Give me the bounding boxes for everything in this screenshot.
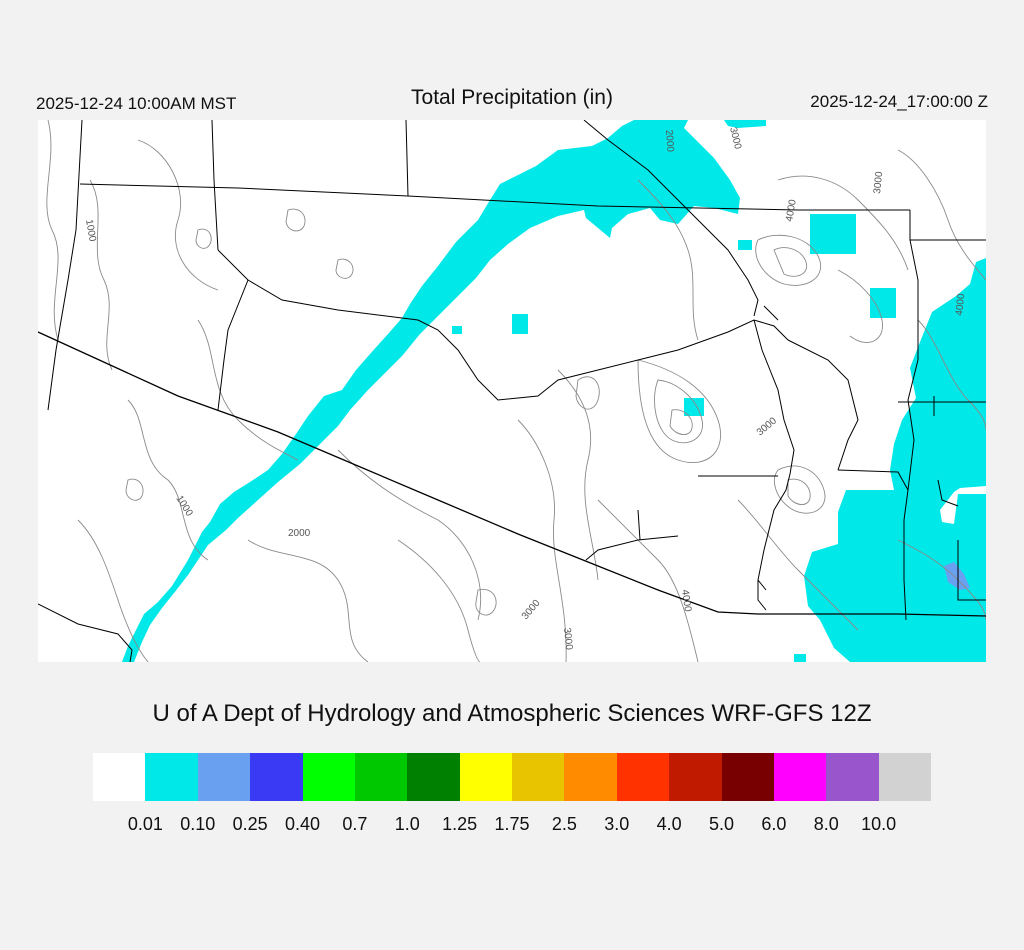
colorbar-tick-label: 1.25 [442, 814, 478, 834]
precip-shading [122, 120, 986, 662]
contour-label: 4000 [679, 589, 693, 613]
colorbar-tick-label: 0.10 [180, 814, 216, 834]
colorbar-tick-label: 0.01 [127, 814, 163, 834]
colorbar-swatch [145, 753, 198, 801]
precip-heavier-patch [944, 562, 970, 590]
colorbar-swatch [773, 753, 827, 801]
contour-label: 3000 [755, 415, 779, 438]
contour-label: 3000 [520, 597, 543, 621]
colorbar-tick-label: 0.25 [232, 814, 268, 834]
colorbar-tick-label: 10.0 [861, 814, 897, 834]
precip-patch [738, 240, 752, 250]
colorbar-tick-label: 4.0 [656, 814, 682, 834]
colorbar-tick-label: 0.7 [342, 814, 368, 834]
contour-label: 2000 [288, 528, 311, 539]
map-title: Total Precipitation (in) [411, 86, 613, 109]
contour-label: 4000 [784, 198, 799, 222]
colorbar-tick-label: 8.0 [813, 814, 839, 834]
precip-patch [810, 214, 856, 254]
contour-label: 1000 [83, 219, 98, 243]
colorbar-swatch [197, 753, 251, 801]
precip-top-strip [724, 120, 766, 128]
colorbar-swatch [354, 753, 408, 801]
contour-label: 1000 [173, 494, 194, 519]
precip-patch [870, 288, 896, 318]
precip-patch [684, 398, 704, 416]
colorbar-tick-label: 2.5 [551, 814, 577, 834]
precip-patch [794, 654, 806, 662]
colorbar-swatch [250, 753, 303, 801]
valid-time-utc: 2025-12-24_17:00:00 Z [810, 92, 988, 111]
colorbar-swatch [878, 753, 931, 801]
colorbar-swatch [564, 753, 617, 801]
contour-label: 3000 [872, 171, 885, 195]
precip-band-main [122, 120, 740, 662]
boundaries [38, 120, 986, 662]
contour-label: 4000 [954, 293, 967, 317]
precipitation-map: 1000 1000 2000 2000 3000 3000 3000 3000 … [38, 120, 986, 662]
colorbar-swatch [669, 753, 722, 801]
contour-label: 3000 [561, 627, 574, 651]
colorbar-tick-label: 1.0 [394, 814, 420, 834]
colorbar-tick-label: 3.0 [604, 814, 630, 834]
colorbar-swatch [721, 753, 774, 801]
contour-label: 3000 [727, 126, 743, 151]
colorbar-labels: 0.01 0.10 0.25 0.40 0.7 1.0 1.25 1.75 2.5 3.0 4.0 5… [93, 814, 931, 838]
credit-line: U of A Dept of Hydrology and Atmospheric… [152, 700, 872, 727]
colorbar-tick-label: 1.75 [494, 814, 530, 834]
terrain-contours [46, 120, 986, 662]
valid-time-local: 2025-12-24 10:00AM MST [36, 94, 237, 113]
colorbar-tick-label: 6.0 [761, 814, 787, 834]
contour-labels: 1000 1000 2000 2000 3000 3000 3000 3000 … [83, 126, 967, 651]
precip-colorbar [93, 753, 931, 801]
precip-right-region [804, 258, 986, 662]
colorbar-swatch [407, 753, 460, 801]
precip-patch [512, 314, 528, 334]
colorbar-swatch [826, 753, 879, 801]
colorbar-swatch [512, 753, 565, 801]
contour-label: 2000 [663, 129, 676, 152]
colorbar-swatch [93, 753, 146, 801]
precip-patch [452, 326, 462, 334]
colorbar-swatch [459, 753, 512, 801]
colorbar-swatch [616, 753, 670, 801]
colorbar-swatch [302, 753, 355, 801]
colorbar-tick-label: 5.0 [708, 814, 735, 834]
colorbar-tick-label: 0.40 [284, 814, 321, 834]
